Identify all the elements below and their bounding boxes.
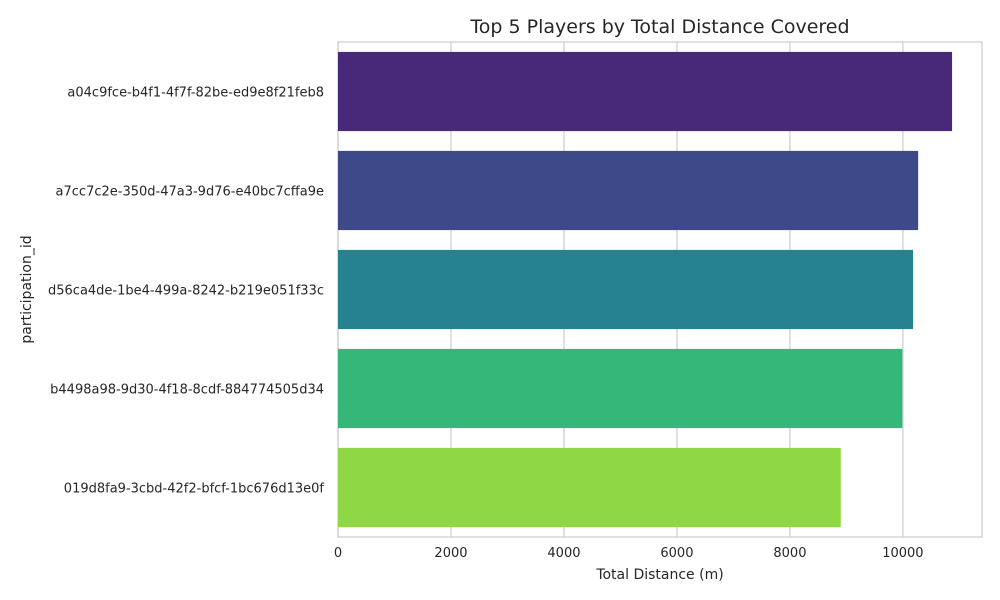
bar	[338, 447, 841, 528]
x-tick-label: 0	[334, 546, 342, 561]
x-tick-label: 10000	[882, 546, 923, 561]
bar	[338, 150, 919, 231]
y-axis-label: participation_id	[19, 235, 35, 343]
x-tick-label: 4000	[547, 546, 580, 561]
y-ticks: a04c9fce-b4f1-4f7f-82be-ed9e8f21feb8 a7cc…	[48, 86, 324, 497]
x-tick-label: 2000	[434, 546, 467, 561]
y-tick-label: b4498a98-9d30-4f18-8cdf-884774505d34	[50, 383, 324, 398]
y-tick-label: a7cc7c2e-350d-47a3-9d76-e40bc7cffa9e	[56, 185, 324, 200]
bar	[338, 348, 903, 429]
x-ticks: 0 2000 4000 6000 8000 10000	[334, 546, 924, 561]
bar	[338, 249, 914, 330]
x-axis-label: Total Distance (m)	[595, 567, 723, 583]
x-tick-label: 8000	[773, 546, 806, 561]
chart-title: Top 5 Players by Total Distance Covered	[469, 16, 849, 38]
x-tick-label: 6000	[660, 546, 693, 561]
y-tick-label: 019d8fa9-3cbd-42f2-bfcf-1bc676d13e0f	[64, 482, 325, 497]
y-tick-label: a04c9fce-b4f1-4f7f-82be-ed9e8f21feb8	[67, 86, 324, 101]
bar	[338, 51, 953, 132]
y-tick-label: d56ca4de-1be4-499a-8242-b219e051f33c	[48, 284, 324, 299]
bars	[338, 51, 953, 528]
